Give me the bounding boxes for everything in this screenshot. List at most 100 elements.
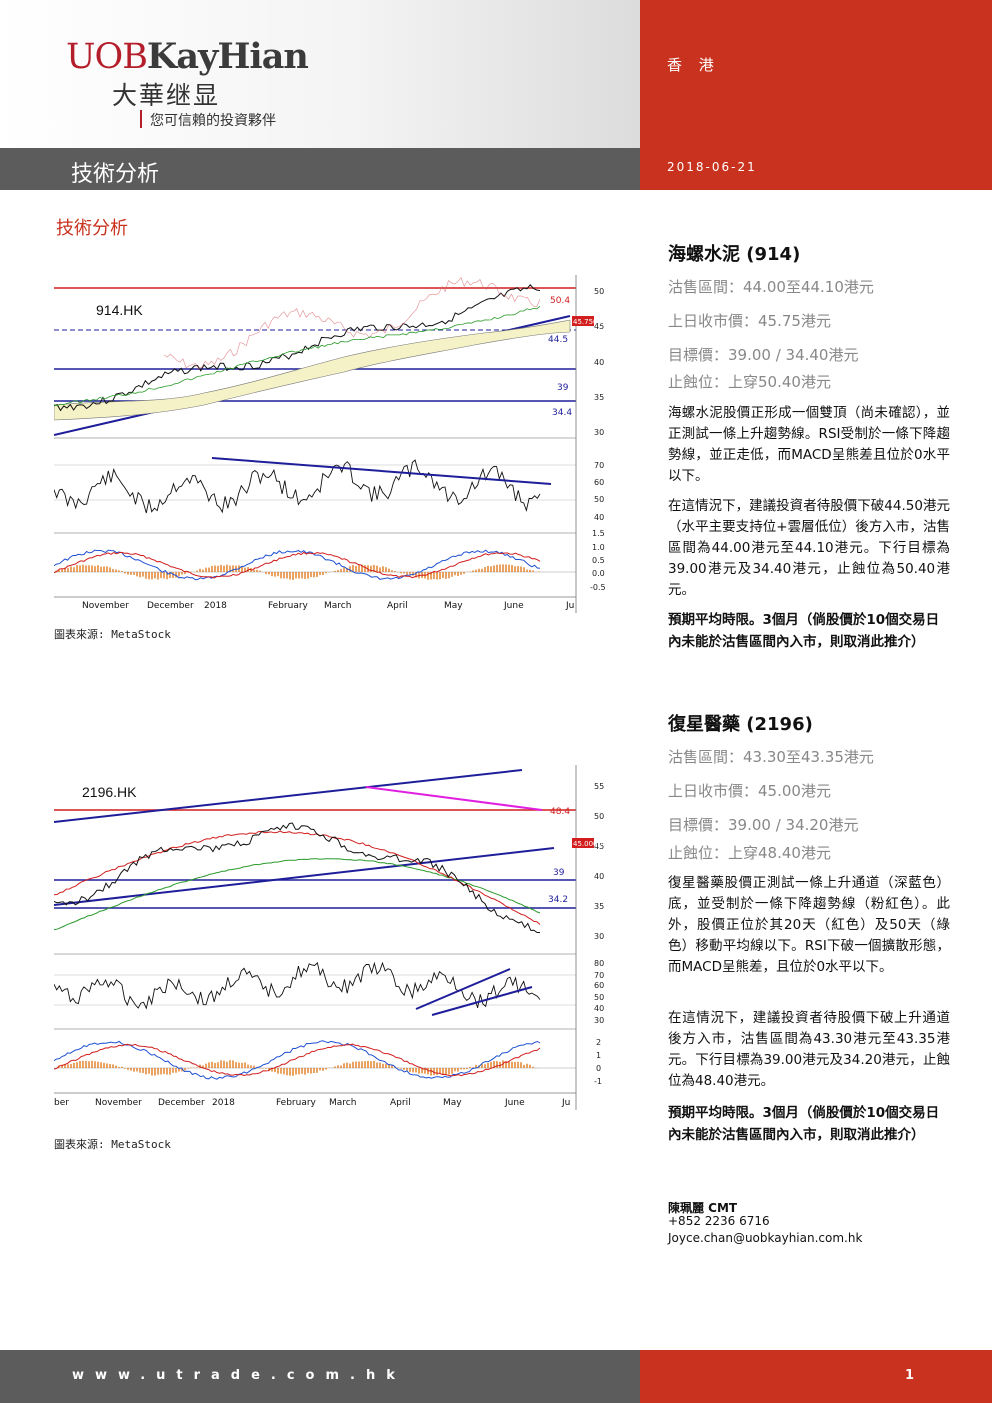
level-label: 39 [557, 383, 569, 393]
macd-tick: 0.0 [592, 569, 605, 578]
footer-gray [0, 1350, 640, 1403]
price-tick: 45 [594, 322, 604, 331]
month-label: February [276, 1098, 317, 1108]
region-label: 香 港 [667, 56, 720, 74]
report-date: 2018-06-21 [667, 160, 757, 174]
channel-top [54, 769, 523, 823]
analyst-phone: +852 2236 6716 [668, 1214, 770, 1228]
month-label: ber [54, 1098, 69, 1108]
price-tick: 40 [594, 358, 604, 367]
month-label: Ju [565, 601, 574, 611]
chart-2196: 55 50 45 40 35 30 80 70 60 50 40 30 2 1 … [54, 765, 610, 1110]
prev-close: 上日收市價：45.75港元 [668, 312, 831, 330]
lagging-span [163, 276, 541, 370]
price-tick: 55 [594, 782, 604, 791]
month-label: May [444, 601, 463, 611]
page-title: 技術分析 [56, 218, 128, 239]
macd-tick: 0.5 [592, 556, 605, 565]
macd-line [54, 1040, 541, 1080]
price-tick: 35 [594, 902, 604, 911]
rsi-tick: 70 [594, 461, 604, 470]
month-label: 2018 [204, 601, 227, 611]
target-price: 目標價：39.00 / 34.40港元 [668, 346, 859, 364]
ma50-line [54, 858, 541, 931]
channel-bottom [54, 847, 555, 906]
price-tick: 45 [594, 842, 604, 851]
rsi-series [54, 459, 541, 514]
chart-source-2: 圖表來源: MetaStock [54, 1138, 171, 1151]
level-label: 34.2 [548, 895, 568, 905]
strategy-paragraph: 在這情況下，建議投資者待股價下破44.50港元（水平主要支持位+雲層低位）後方入… [668, 498, 950, 598]
rsi-tick: 80 [594, 959, 604, 968]
stock-title-2196: 復星醫藥 (2196) [668, 714, 813, 735]
prev-close: 上日收市價：45.00港元 [668, 782, 831, 800]
price-tick: 50 [594, 287, 604, 296]
rsi-tick: 60 [594, 478, 604, 487]
footer-red [640, 1350, 992, 1403]
holding-period: 預期平均時限。3個月（倘股價於10個交易日內未能於沽售區間內入市，則取消此推介） [668, 612, 940, 650]
level-label: 45.0000 [573, 840, 602, 848]
analyst-email[interactable]: Joyce.chan@uobkayhian.com.hk [668, 1231, 863, 1245]
logo-slogan: 您可信賴的投資夥伴 [150, 113, 276, 129]
stop-loss: 止蝕位：上穿50.40港元 [668, 373, 831, 391]
month-label: June [504, 1098, 525, 1108]
month-label: June [503, 601, 524, 611]
rsi-tick: 30 [594, 1016, 604, 1025]
stop-loss: 止蝕位：上穿48.40港元 [668, 844, 831, 862]
level-label: 34.4 [552, 408, 572, 418]
level-label: 45.7500 [573, 318, 602, 326]
sell-range: 沽售區間：44.00至44.10港元 [668, 278, 874, 296]
logo-divider [140, 110, 142, 128]
strategy-paragraph: 在這情況下，建議投資者待股價下破上升通道後方入市，沽售區間為43.30港元至43… [668, 1010, 950, 1089]
rsi-tick: 40 [594, 1004, 604, 1013]
header-background [0, 0, 640, 148]
macd-tick: 1.5 [592, 529, 605, 538]
price-tick: 50 [594, 812, 604, 821]
macd-tick: -1 [594, 1077, 602, 1086]
analysis-paragraph: 復星醫藥股價正測試一條上升通道（深藍色）底，並受制於一條下降趨勢線（粉紅色）。此… [668, 875, 950, 975]
level-label: 48.4 [550, 807, 570, 817]
price-tick: 30 [594, 428, 604, 437]
section-title: 技術分析 [71, 162, 160, 187]
chart-ticker: 914.HK [96, 302, 143, 318]
month-label: February [268, 601, 309, 611]
month-label: December [158, 1098, 205, 1108]
macd-tick: -0.5 [590, 583, 606, 592]
rsi-tick: 50 [594, 495, 604, 504]
chart-source-1: 圖表來源: MetaStock [54, 628, 171, 641]
month-label: November [82, 601, 129, 611]
level-label: 44.5 [548, 335, 568, 345]
stock-title-914: 海螺水泥 (914) [668, 244, 801, 265]
price-tick: 35 [594, 393, 604, 402]
analyst-name: 陳珮麗 CMT [668, 1201, 738, 1215]
price-tick: 40 [594, 872, 604, 881]
holding-period: 預期平均時限。3個月（倘股價於10個交易日內未能於沽售區間內入市，則取消此推介） [668, 1105, 940, 1143]
level-label: 39 [553, 868, 565, 878]
price-series [54, 284, 541, 412]
macd-tick: 2 [596, 1038, 601, 1047]
footer-url[interactable]: www.utrade.com.hk [72, 1368, 406, 1383]
page-number: 1 [905, 1368, 915, 1383]
macd-tick: 1.0 [592, 543, 605, 552]
analysis-paragraph: 海螺水泥股價正形成一個雙頂（尚未確認），並正測試一條上升趨勢線。RSI受制於一條… [668, 405, 950, 484]
base-line [54, 305, 541, 407]
macd-tick: 0 [596, 1064, 601, 1073]
level-label: 50.4 [550, 296, 570, 306]
chart-ticker: 2196.HK [82, 784, 137, 800]
month-label: April [390, 1098, 411, 1108]
header-red-panel [640, 0, 992, 190]
signal-line [54, 1043, 541, 1077]
macd-tick: 1 [596, 1051, 601, 1060]
month-label: March [324, 601, 351, 611]
header-gray-bar [0, 148, 640, 190]
rsi-downtrend-line [211, 457, 552, 485]
chart-914: 50 45 40 35 30 70 60 50 40 1.5 1.0 0.5 0… [54, 275, 610, 613]
month-label: November [95, 1098, 142, 1108]
price-tick: 30 [594, 932, 604, 941]
month-label: May [443, 1098, 462, 1108]
logo-chinese: 大華继显 [112, 81, 221, 110]
rsi-upper-line [415, 968, 511, 1010]
ichimoku-cloud [54, 319, 571, 421]
rsi-tick: 50 [594, 993, 604, 1002]
sell-range: 沽售區間：43.30至43.35港元 [668, 748, 874, 766]
